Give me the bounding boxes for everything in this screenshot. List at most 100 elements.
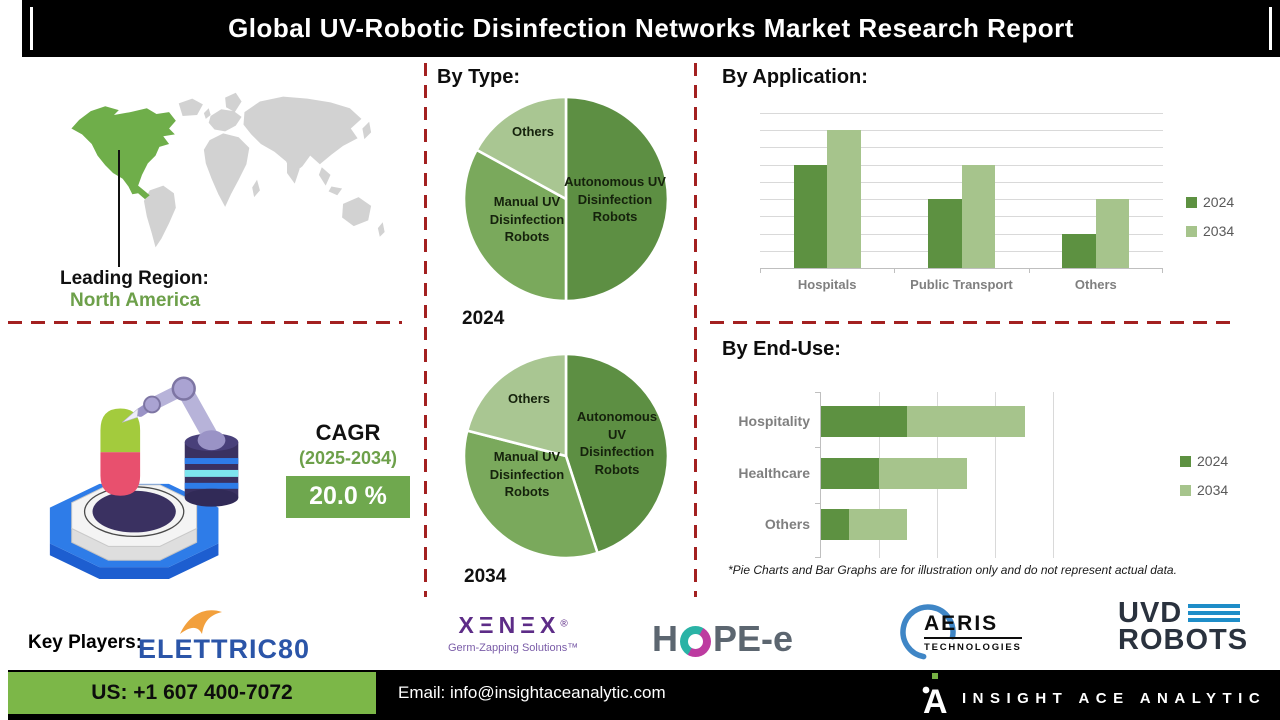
key-players-label: Key Players: bbox=[28, 632, 143, 653]
pie-slice bbox=[564, 352, 670, 555]
section-title-by-type: By Type: bbox=[437, 66, 520, 88]
pie-slice-label: Others bbox=[512, 124, 554, 139]
footer-phone: US: +1 607 400-7072 bbox=[8, 672, 376, 714]
by-application-bar-chart: Hospitals Public Transport Others bbox=[760, 113, 1163, 292]
bar-2034 bbox=[961, 164, 995, 268]
pie-slice bbox=[475, 95, 568, 201]
uvd-line1: UVD bbox=[1118, 597, 1183, 629]
world-map-svg bbox=[71, 92, 385, 248]
x-axis-label: Others bbox=[1074, 277, 1117, 292]
registered-mark-icon: ® bbox=[560, 618, 568, 630]
robot-arm-illustration bbox=[35, 345, 273, 583]
gridline bbox=[760, 113, 1163, 114]
pie-2024-year-label: 2024 bbox=[462, 308, 505, 329]
axis-tick bbox=[815, 557, 820, 558]
legend-item-2024: 2024 bbox=[1186, 194, 1256, 210]
robot-arm-svg bbox=[49, 376, 239, 580]
bar-2034 bbox=[827, 130, 861, 268]
axis-tick bbox=[815, 447, 820, 449]
axis-tick bbox=[760, 268, 761, 273]
xenex-wordmark: XΞNΞX bbox=[458, 612, 561, 638]
pie-slice bbox=[564, 95, 670, 303]
by-end-use-legend: 2024 2034 bbox=[1180, 453, 1250, 511]
bar-2034 bbox=[879, 458, 968, 489]
logo-elettric80: ELETTRIC80 bbox=[138, 634, 311, 664]
section-title-by-end-use: By End-Use: bbox=[722, 338, 841, 360]
hope-e-suffix: PE-e bbox=[713, 618, 794, 659]
gridline bbox=[1053, 392, 1054, 558]
legend-item-2034: 2034 bbox=[1180, 482, 1250, 498]
pie-2024-svg bbox=[462, 95, 670, 303]
legend-item-2034: 2034 bbox=[1186, 223, 1256, 239]
pie-slice bbox=[462, 429, 599, 560]
hope-e-prefix: H bbox=[652, 618, 678, 659]
logo-hope-e: H PE-e bbox=[652, 618, 793, 660]
aeris-arc-icon bbox=[900, 604, 956, 660]
legend-label-2034: 2034 bbox=[1203, 223, 1235, 239]
footer-brand-name: INSIGHT ACE ANALYTIC bbox=[962, 689, 1267, 707]
bar-2024 bbox=[821, 458, 879, 489]
by-application-legend: 2024 2034 bbox=[1186, 194, 1256, 252]
pie-slice-label: Manual UV Disinfection Robots bbox=[489, 449, 565, 500]
section-title-by-application: By Application: bbox=[722, 66, 868, 88]
pie-slice bbox=[462, 148, 568, 303]
xenex-tagline: Germ-Zapping Solutions™ bbox=[448, 642, 579, 654]
x-axis-label: Public Transport bbox=[910, 277, 1013, 292]
legend-item-2024: 2024 bbox=[1180, 453, 1250, 469]
divider-horizontal-left bbox=[8, 321, 402, 324]
logo-aeris: AERIS TECHNOLOGIES bbox=[898, 600, 1048, 664]
pie-slice-label: Manual UV Disinfection Robots bbox=[489, 194, 565, 245]
x-axis-label: Hospitals bbox=[797, 277, 857, 292]
pie-chart-by-type-2034: Autonomous UV Disinfection Robots Manual … bbox=[460, 350, 672, 562]
title-bar: Global UV-Robotic Disinfection Networks … bbox=[22, 0, 1280, 57]
legend-label-2034: 2034 bbox=[1197, 482, 1229, 498]
elettric80-bird-icon bbox=[178, 606, 224, 636]
footer-brand-block: A INSIGHT ACE ANALYTIC bbox=[920, 672, 1266, 716]
legend-swatch-2024 bbox=[1180, 455, 1191, 467]
axis-tick bbox=[815, 502, 820, 504]
bar-2034 bbox=[848, 509, 907, 540]
leading-region-value: North America bbox=[70, 290, 201, 311]
divider-vertical-right bbox=[694, 63, 697, 597]
logo-uvd-robots: UVD ROBOTS bbox=[1118, 597, 1248, 654]
footer-email: Email: info@insightaceanalytic.com bbox=[398, 683, 666, 702]
bar-2024 bbox=[928, 199, 962, 268]
y-axis-label: Hospitality bbox=[738, 413, 810, 429]
by-end-use-category-labels: Hospitality Healthcare Others bbox=[700, 392, 812, 558]
uvd-bars-icon bbox=[1188, 604, 1241, 625]
disclaimer-note: *Pie Charts and Bar Graphs are for illus… bbox=[728, 563, 1177, 577]
y-axis-label: Others bbox=[764, 516, 810, 532]
logo-xenex: XΞNΞX® Germ-Zapping Solutions™ bbox=[448, 612, 578, 654]
aeris-sub: TECHNOLOGIES bbox=[924, 642, 1022, 653]
by-end-use-bar-chart bbox=[815, 392, 1054, 558]
gridline bbox=[995, 392, 996, 558]
leader-line bbox=[118, 150, 120, 267]
pie-chart-by-type-2024: Autonomous UV Disinfection Robots Manual … bbox=[460, 93, 672, 305]
cagr-period: (2025-2034) bbox=[298, 448, 398, 468]
gridline bbox=[760, 130, 1163, 132]
bar-2024 bbox=[821, 509, 849, 540]
cagr-label: CAGR bbox=[315, 420, 381, 445]
pie-2034-svg bbox=[462, 352, 670, 560]
axis-tick bbox=[1028, 268, 1030, 273]
bar-2034 bbox=[1095, 199, 1130, 268]
north-america-highlight bbox=[71, 106, 176, 200]
pie-slice-label: Others bbox=[508, 391, 550, 406]
page-title: Global UV-Robotic Disinfection Networks … bbox=[228, 13, 1074, 43]
bar-2024 bbox=[793, 164, 828, 268]
pie-slice-label: Autonomous UV Disinfection Robots bbox=[576, 409, 658, 477]
bar-2024 bbox=[1062, 233, 1096, 268]
pie-slice-label: Autonomous UV Disinfection Robots bbox=[564, 174, 666, 225]
gridline bbox=[760, 147, 1163, 149]
insight-ace-logo-icon: A bbox=[922, 673, 948, 716]
aeris-wordmark: AERIS bbox=[924, 612, 1022, 639]
y-axis-label: Healthcare bbox=[738, 465, 810, 481]
leading-region-label: Leading Region: bbox=[60, 268, 209, 289]
cagr-block: CAGR (2025-2034) 20.0 % bbox=[286, 420, 410, 518]
legend-label-2024: 2024 bbox=[1203, 194, 1235, 210]
pie-2034-year-label: 2034 bbox=[464, 566, 507, 587]
hope-e-swirl-icon bbox=[680, 625, 711, 657]
divider-vertical-left bbox=[424, 63, 427, 597]
bar-2024 bbox=[821, 406, 907, 437]
